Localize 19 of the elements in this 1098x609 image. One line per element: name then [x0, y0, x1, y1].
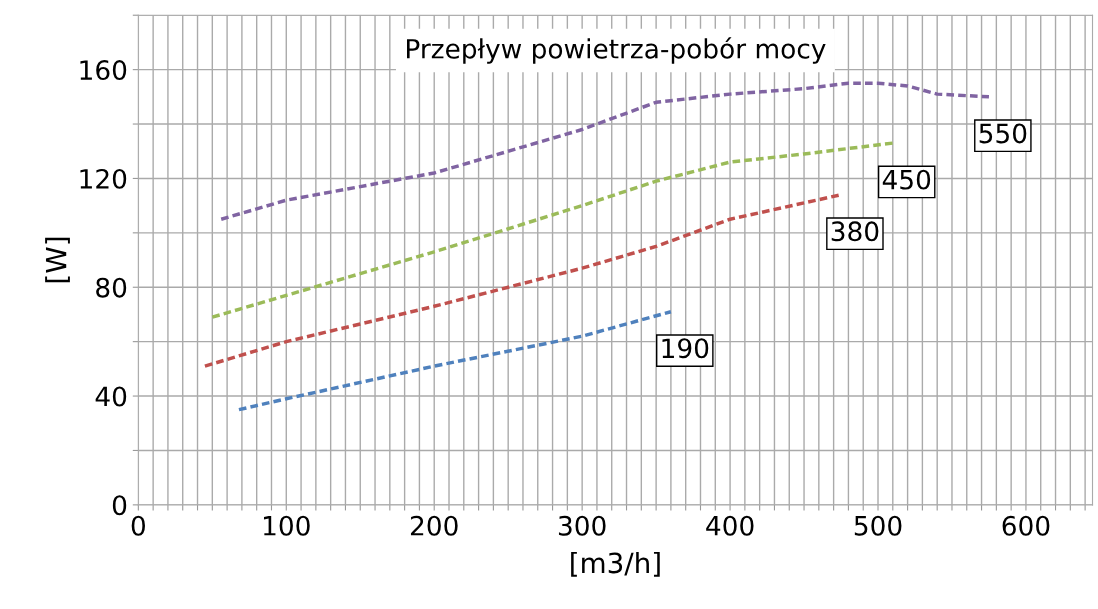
text: Przepływ powietrza-pobór mocy: [407, 37, 826, 64]
x-axis-title: [m3/h]: [571, 551, 660, 577]
x-tick-label: 600: [1002, 515, 1050, 536]
series-label: 380: [831, 221, 879, 242]
y-axis-title: [W]: [45, 237, 70, 283]
y-tick-label: 0: [112, 495, 127, 516]
x-tick-label: 300: [558, 515, 606, 536]
y-tick-label: 160: [80, 60, 127, 81]
x-tick-label: 200: [410, 515, 458, 536]
x-tick-label: 500: [854, 515, 902, 536]
x-tick-label: 100: [263, 515, 310, 536]
x-tick-label: 0: [131, 515, 145, 536]
series-label: 450: [882, 169, 931, 190]
series-label: 550: [979, 123, 1027, 144]
y-tick-label: 40: [95, 386, 127, 407]
x-tick-label: 400: [706, 515, 754, 536]
y-tick-label: 80: [96, 277, 127, 298]
y-tick-label: 120: [80, 168, 127, 189]
series-label: 190: [662, 338, 709, 359]
